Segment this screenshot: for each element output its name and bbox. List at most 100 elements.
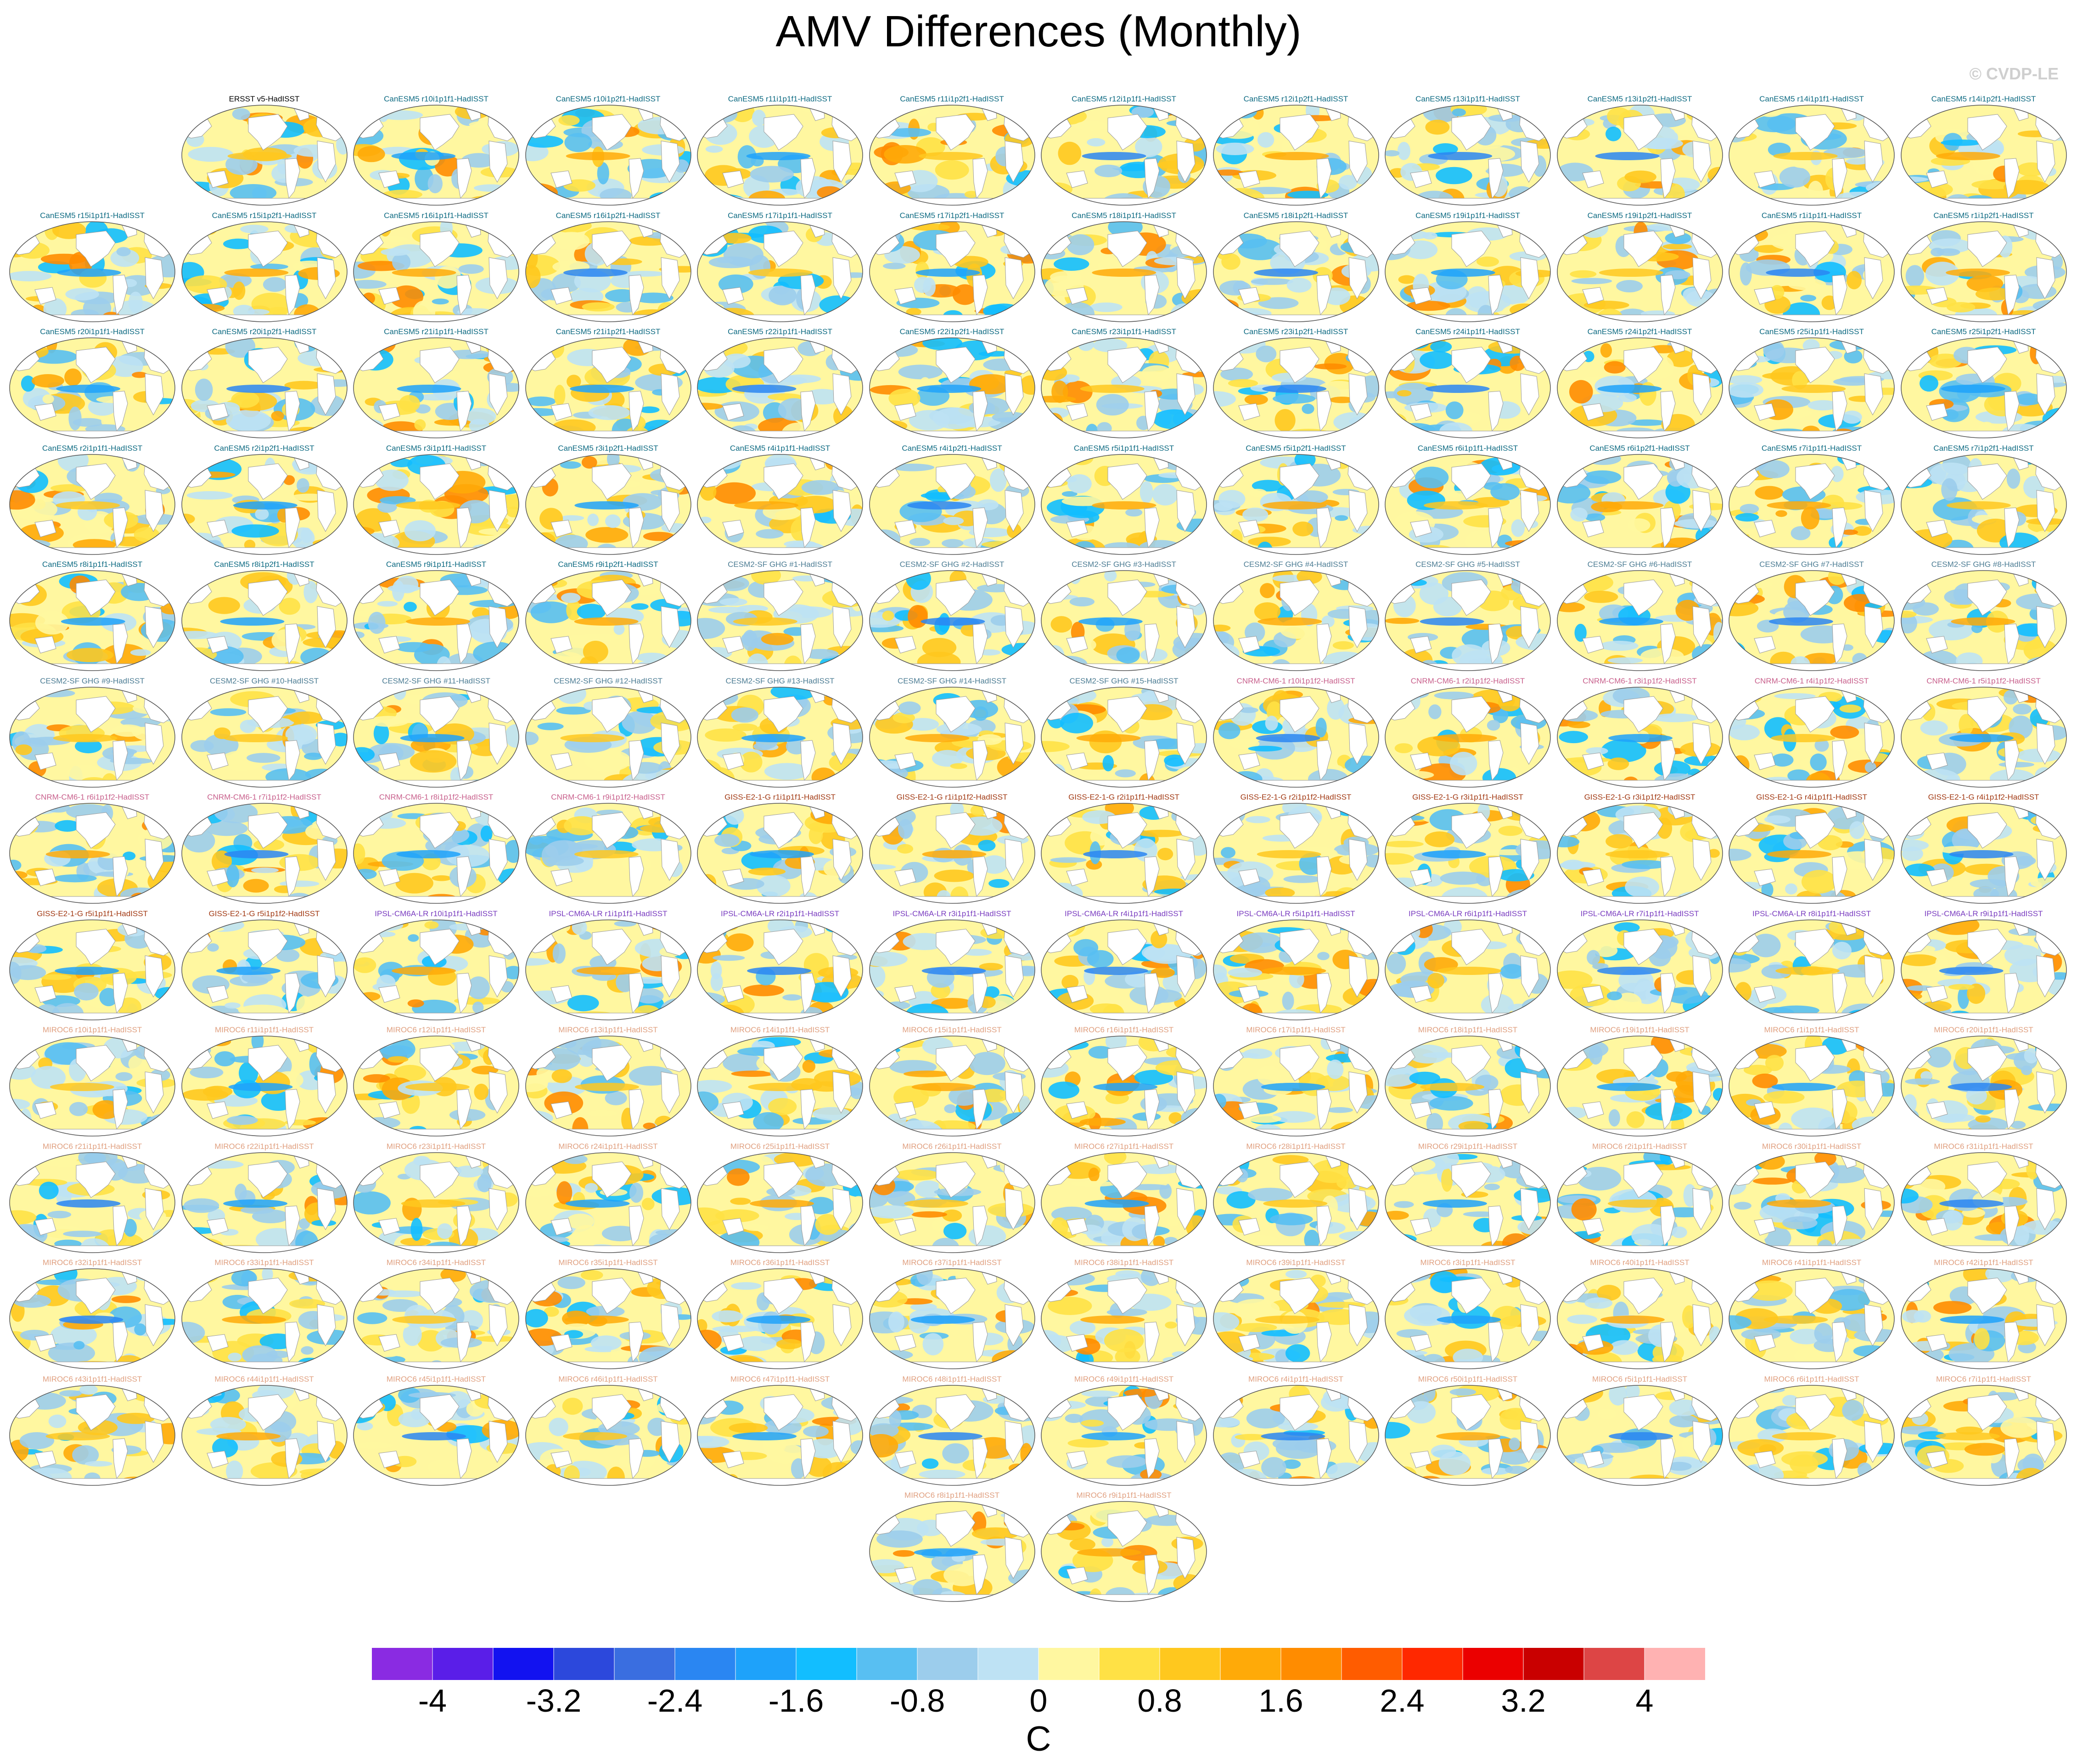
colorbar-tick-label: 4 [1635,1683,1654,1719]
map-panel: MIROC6 r16i1p1f1-HadISST [1039,1025,1209,1137]
map-panel: CESM2-SF GHG #13-HadISST [695,676,865,788]
robinson-map [181,221,348,322]
map-panel: MIROC6 r39i1p1f1-HadISST [1211,1258,1381,1370]
map-panel: CanESM5 r10i1p1f1-HadISST [351,94,521,206]
robinson-map [1385,570,1551,671]
robinson-map [181,1152,348,1253]
map-panel: CNRM-CM6-1 r4i1p1f2-HadISST [1727,676,1897,788]
map-panel: CanESM5 r12i1p1f1-HadISST [1039,94,1209,206]
map-panel: CanESM5 r14i1p1f1-HadISST [1727,94,1897,206]
robinson-map [1900,919,2067,1020]
panel-title: MIROC6 r26i1p1f1-HadISST [902,1142,1002,1151]
panel-title: CanESM5 r6i1p2f1-HadISST [1589,443,1690,453]
robinson-map [1385,337,1551,438]
panel-title: CanESM5 r4i1p1f1-HadISST [730,443,831,453]
map-panel: IPSL-CM6A-LR r6i1p1f1-HadISST [1383,909,1553,1021]
map-panel: CESM2-SF GHG #15-HadISST [1039,676,1209,788]
map-panel: IPSL-CM6A-LR r3i1p1f1-HadISST [867,909,1037,1021]
panel-title: CESM2-SF GHG #13-HadISST [725,676,835,685]
panel-title: CanESM5 r16i1p2f1-HadISST [556,211,661,220]
colorbar-tick-label: -2.4 [647,1683,703,1719]
colorbar-tick-label: -4 [418,1683,447,1719]
panel-title: CanESM5 r19i1p2f1-HadISST [1587,211,1692,220]
panel-title: CanESM5 r4i1p2f1-HadISST [902,443,1002,453]
panel-title: CESM2-SF GHG #5-HadISST [1415,560,1520,569]
panel-title: CanESM5 r10i1p1f1-HadISST [384,95,488,103]
robinson-map [1213,337,1379,438]
map-panel: CNRM-CM6-1 r2i1p1f2-HadISST [1383,676,1553,788]
map-panel: CanESM5 r25i1p1f1-HadISST [1727,327,1897,439]
colorbar-swatch [554,1648,615,1680]
map-panel: MIROC6 r29i1p1f1-HadISST [1383,1142,1553,1254]
robinson-map [869,686,1035,788]
panel-title: IPSL-CM6A-LR r6i1p1f1-HadISST [1409,909,1527,918]
robinson-map [697,1384,863,1486]
map-panel: CanESM5 r23i1p2f1-HadISST [1211,327,1381,439]
robinson-map [1385,1036,1551,1137]
robinson-map [181,570,348,671]
colorbar-swatch [1038,1648,1100,1680]
robinson-map [525,1152,691,1253]
map-panel: CanESM5 r16i1p1f1-HadISST [351,211,521,323]
map-panel: CanESM5 r1i1p2f1-HadISST [1899,211,2069,323]
robinson-map [1729,1152,1895,1253]
panel-title: CESM2-SF GHG #9-HadISST [40,676,145,685]
panel-title: MIROC6 r10i1p1f1-HadISST [42,1025,142,1034]
panel-title: CNRM-CM6-1 r4i1p1f2-HadISST [1754,676,1869,685]
robinson-map [1041,105,1207,206]
map-panel: CESM2-SF GHG #10-HadISST [180,676,349,788]
panel-title: CESM2-SF GHG #6-HadISST [1587,560,1692,569]
panel-title: CanESM5 r5i1p1f1-HadISST [1073,443,1174,453]
robinson-map [1729,1268,1895,1369]
robinson-map [1556,686,1723,788]
panel-title: CanESM5 r22i1p2f1-HadISST [899,327,1005,336]
panel-title: CanESM5 r11i1p1f1-HadISST [728,95,832,103]
map-panel: CanESM5 r5i1p2f1-HadISST [1211,443,1381,555]
robinson-map [1729,221,1895,322]
panel-title: MIROC6 r23i1p1f1-HadISST [386,1142,486,1151]
robinson-map [1900,1384,2067,1486]
panel-title: CanESM5 r2i1p1f1-HadISST [42,443,143,453]
map-panel: MIROC6 r49i1p1f1-HadISST [1039,1374,1209,1486]
robinson-map [1041,919,1207,1020]
robinson-map [353,221,519,322]
panel-title: CanESM5 r3i1p1f1-HadISST [386,443,487,453]
panel-title: CanESM5 r11i1p2f1-HadISST [900,95,1004,103]
robinson-map [1729,454,1895,555]
map-panel: MIROC6 r38i1p1f1-HadISST [1039,1258,1209,1370]
panel-title: MIROC6 r37i1p1f1-HadISST [902,1258,1002,1267]
map-panel: MIROC6 r41i1p1f1-HadISST [1727,1258,1897,1370]
robinson-map [1213,1152,1379,1253]
robinson-map [869,919,1035,1020]
panel-title: CanESM5 r25i1p1f1-HadISST [1759,327,1864,336]
robinson-map [525,570,691,671]
robinson-map [181,105,348,206]
panel-title: CanESM5 r15i1p2f1-HadISST [212,211,317,220]
panel-title: CanESM5 r3i1p2f1-HadISST [558,443,658,453]
robinson-map [1900,803,2067,904]
panel-title: GISS-E2-1-G r4i1p1f2-HadISST [1928,793,2039,801]
panel-title: CESM2-SF GHG #15-HadISST [1069,676,1179,685]
map-panel: CanESM5 r21i1p1f1-HadISST [351,327,521,439]
panel-title: GISS-E2-1-G r3i1p1f2-HadISST [1584,793,1695,801]
map-panel: ERSST v5-HadISST [180,94,349,206]
colorbar-swatch [1099,1648,1160,1680]
panel-title: CNRM-CM6-1 r2i1p1f2-HadISST [1410,676,1525,685]
robinson-map [525,221,691,322]
panel-title: CanESM5 r23i1p2f1-HadISST [1243,327,1348,336]
robinson-map [353,1036,519,1137]
robinson-map [1900,221,2067,322]
robinson-map [1900,105,2067,206]
map-panel: CNRM-CM6-1 r10i1p1f2-HadISST [1211,676,1381,788]
map-panel: CanESM5 r22i1p1f1-HadISST [695,327,865,439]
panel-title: CanESM5 r7i1p1f1-HadISST [1761,443,1862,453]
robinson-map [697,803,863,904]
robinson-map [869,221,1035,322]
panel-title: CanESM5 r24i1p2f1-HadISST [1587,327,1692,336]
panel-title: CanESM5 r5i1p2f1-HadISST [1246,443,1346,453]
map-panel: CESM2-SF GHG #12-HadISST [523,676,693,788]
robinson-map [353,919,519,1020]
panel-title: CanESM5 r9i1p1f1-HadISST [386,560,487,569]
robinson-map [1556,1384,1723,1486]
robinson-map [1556,1152,1723,1253]
